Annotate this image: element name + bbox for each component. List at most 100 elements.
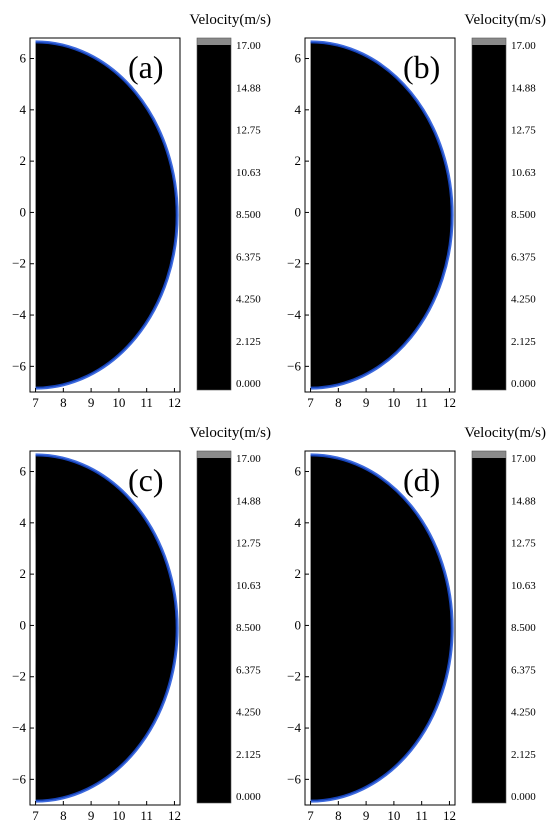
colorbar-tick-label: 6.375 [511,664,536,676]
x-tick-label: 10 [387,395,400,410]
velocity-region-3 [338,348,372,364]
colorbar-tick-label: 8.500 [236,209,261,221]
colorbar-tick-label: 4.250 [236,707,261,719]
panel-label: (c) [128,462,164,498]
velocity-region-5 [310,710,342,736]
velocity-region-1 [35,471,94,544]
velocity-contour-plot-b: 7 8 9 10 11 12 6 4 2 0 −2 −4 −6 (b) 17.00 14.88 12.75 10.… [287,12,546,410]
x-tick-label: 7 [32,395,39,410]
y-tick-label: −2 [287,669,301,684]
colorbar-tick-label: 10.63 [511,167,536,179]
velocity-base-region [35,454,178,802]
velocity-region-2 [338,676,378,693]
colorbar-tick-label: 12.75 [236,538,261,550]
velocity-features [310,497,450,777]
panel-c: 7 8 9 10 11 12 6 4 2 0 −2 −4 −6 (c) 17.00 14.88 12.75 10.… [0,413,275,826]
colorbar-tick-label: 2.125 [236,336,261,348]
colorbar-tick-label: 4.250 [236,294,261,306]
panel-label: (b) [403,49,440,85]
colorbar-title: Velocity(m/s) [189,425,271,441]
colorbar-tick-label: 0.000 [511,378,536,390]
colorbar-tick-label: 14.88 [236,495,261,507]
colorbar-tick-label: 17.00 [511,40,536,52]
x-tick-label: 10 [112,808,125,823]
wall-boundary [35,40,179,390]
x-tick-label: 12 [168,808,181,823]
x-tick-label: 12 [443,808,456,823]
y-tick-label: 2 [295,153,302,168]
colorbar-tick-label: 14.88 [511,82,536,94]
y-tick-label: 0 [20,204,27,219]
x-tick-label: 11 [415,395,428,410]
x-tick-label: 9 [363,808,370,823]
velocity-base-region [35,41,178,389]
panel-label: (a) [128,49,164,85]
y-tick-label: 4 [20,102,27,117]
velocity-region-1 [341,497,392,508]
colorbar-underflow-cap [197,796,231,803]
x-tick-label: 11 [140,808,153,823]
x-tick-label: 7 [32,808,39,823]
colorbar [197,45,231,383]
y-tick-label: 6 [20,51,27,66]
velocity-region-6 [38,751,100,782]
y-tick-label: 6 [20,464,27,479]
colorbar-tick-label: 0.000 [511,791,536,803]
y-tick-label: 6 [295,51,302,66]
colorbar-tick-label: 12.75 [511,538,536,550]
colorbar-frame [196,37,232,391]
velocity-region-2 [71,554,139,573]
colorbar-tick-label: 0.000 [236,791,261,803]
velocity-field [310,454,453,802]
velocity-region-6 [427,586,450,664]
x-tick-label: 9 [88,395,95,410]
velocity-region-4 [35,662,164,686]
colorbar-underflow-cap [472,796,506,803]
colorbar-tick-label: 2.125 [511,336,536,348]
colorbar-tick-label: 12.75 [511,125,536,137]
colorbar-tick-label: 8.500 [511,209,536,221]
y-tick-label: −6 [12,358,26,373]
panel-label: (d) [403,462,440,498]
colorbar [472,45,506,383]
colorbar-tick-label: 4.250 [511,707,536,719]
y-tick-label: 0 [295,617,302,632]
colorbar-overflow-cap [197,451,231,458]
y-tick-label: −4 [287,307,301,322]
velocity-contour-plot-a: 7 8 9 10 11 12 6 4 2 0 −2 −4 −6 (a) 17.00 14.88 12.75 10.… [12,12,271,410]
colorbar-tick-label: 10.63 [511,580,536,592]
y-tick-label: −6 [12,771,26,786]
colorbar-overflow-cap [472,451,506,458]
colorbar-title: Velocity(m/s) [464,425,546,441]
colorbar-tick-label: 17.00 [236,453,261,465]
y-tick-label: −4 [287,720,301,735]
x-tick-label: 7 [307,395,314,410]
x-tick-label: 8 [335,395,342,410]
colorbar-tick-label: 12.75 [236,125,261,137]
velocity-region-3 [35,608,147,627]
velocity-region-1 [343,93,378,106]
colorbar-frame [471,450,507,804]
x-tick-label: 11 [415,808,428,823]
colorbar-tick-label: 6.375 [236,664,261,676]
y-tick-label: −2 [12,669,26,684]
colorbar-title: Velocity(m/s) [189,12,271,28]
colorbar-tick-label: 10.63 [236,167,261,179]
colorbar-tick-label: 6.375 [236,251,261,263]
x-tick-label: 8 [335,808,342,823]
colorbar-title: Velocity(m/s) [464,12,546,28]
y-tick-label: −6 [287,358,301,373]
y-tick-label: 2 [295,566,302,581]
colorbar-tick-label: 4.250 [511,294,536,306]
y-tick-label: 0 [20,617,27,632]
velocity-base-region [310,454,453,802]
x-tick-label: 7 [307,808,314,823]
y-tick-label: −6 [287,771,301,786]
colorbar-overflow-cap [197,38,231,45]
panel-b: 7 8 9 10 11 12 6 4 2 0 −2 −4 −6 (b) 17.00 14.88 12.75 10.… [275,0,550,413]
colorbar-frame [196,450,232,804]
colorbar-frame [471,37,507,391]
x-tick-label: 8 [60,808,67,823]
x-tick-label: 8 [60,395,67,410]
y-tick-label: 4 [20,515,27,530]
